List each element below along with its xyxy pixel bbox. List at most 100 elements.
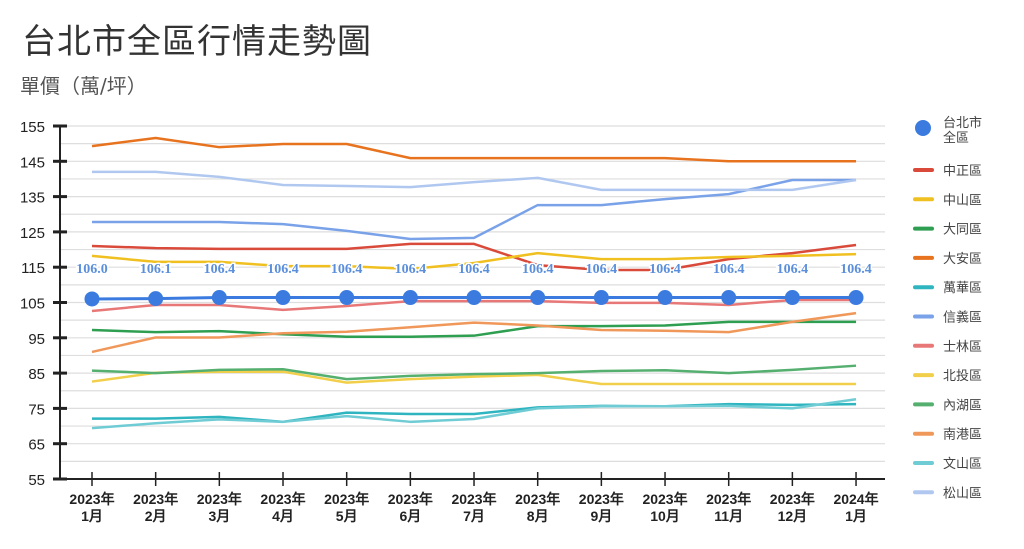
series-line-內湖區 [91, 364, 857, 381]
legend-item: 萬華區 [913, 281, 982, 296]
x-tick-label: 7月 [463, 508, 485, 524]
legend-item: 內湖區 [913, 398, 982, 413]
legend-label: 大同區 [943, 223, 982, 238]
data-point [339, 290, 355, 306]
data-label: 106.4 [713, 262, 745, 277]
legend-label: 內湖區 [943, 398, 982, 413]
y-tick-label: 55 [28, 472, 45, 489]
y-tick-label: 125 [20, 225, 45, 242]
legend-label: 信義區 [943, 310, 982, 326]
x-tick-label: 2023年 [388, 491, 433, 507]
data-label: 106.4 [586, 262, 618, 277]
data-label: 106.0 [76, 262, 108, 277]
y-tick-label: 105 [20, 296, 45, 313]
legend-item: 台北市全區 [915, 115, 982, 146]
x-tick-label: 3月 [208, 508, 230, 524]
y-tick-label: 135 [20, 190, 45, 207]
legend-label: 松山區 [943, 486, 982, 501]
data-point [211, 290, 227, 306]
legend-item: 松山區 [913, 486, 982, 501]
data-point [848, 290, 864, 306]
y-tick-label: 115 [21, 260, 45, 277]
x-tick-label: 2023年 [324, 491, 369, 507]
x-tick-label: 2023年 [260, 491, 305, 507]
x-tick-label: 8月 [527, 508, 549, 524]
data-point [275, 290, 291, 306]
data-point [148, 291, 164, 307]
x-tick-label: 1月 [81, 508, 103, 524]
data-label: 106.4 [649, 262, 681, 277]
data-point [784, 290, 800, 306]
legend-label: 士林區 [943, 340, 982, 355]
data-label: 106.4 [522, 262, 554, 277]
legend-item: 大同區 [913, 223, 982, 238]
series-line-萬華區 [92, 402, 857, 424]
data-point [593, 290, 609, 306]
legend-label: 大安區 [943, 252, 982, 267]
legend-label: 北投區 [943, 368, 982, 384]
x-tick-label: 2023年 [451, 491, 496, 507]
legend-label: 南港區 [943, 427, 982, 443]
legend-item: 中山區 [913, 193, 982, 208]
data-point [657, 290, 673, 306]
data-label: 106.4 [267, 262, 299, 277]
legend-item: 士林區 [913, 340, 982, 355]
legend-label: 文山區 [943, 457, 982, 472]
x-tick-label: 2023年 [133, 491, 178, 507]
x-tick-label: 2023年 [642, 491, 687, 507]
legend-item: 大安區 [913, 252, 982, 267]
x-tick-label: 1月 [845, 508, 867, 524]
x-tick-label: 2023年 [69, 491, 114, 507]
x-tick-label: 2023年 [706, 491, 751, 507]
series-line-松山區 [92, 170, 857, 192]
y-tick-label: 145 [20, 154, 45, 171]
series-line-中山區 [91, 251, 857, 271]
series-line-大安區 [91, 136, 857, 163]
data-label: 106.4 [458, 262, 490, 277]
series-line-大同區 [91, 320, 857, 338]
chart-title: 台北市全區行情走勢圖 [22, 22, 372, 62]
legend-label: 中山區 [943, 193, 982, 208]
y-axis-label: 單價（萬/坪） [20, 74, 147, 98]
legend-label: 中正區 [943, 164, 982, 179]
y-tick-label: 65 [28, 437, 45, 454]
x-tick-label: 11月 [714, 508, 743, 524]
data-point [721, 290, 737, 306]
series-line-信義區 [92, 178, 857, 241]
series-line-文山區 [91, 397, 857, 430]
data-point [466, 290, 482, 306]
x-tick-label: 12月 [778, 508, 808, 524]
data-point [530, 290, 546, 306]
data-label: 106.4 [840, 262, 872, 277]
y-tick-label: 85 [28, 366, 45, 383]
data-label: 106.4 [395, 262, 427, 277]
data-point [402, 290, 418, 306]
legend-item: 中正區 [913, 164, 982, 179]
series-line-中正區 [91, 242, 857, 272]
data-label: 106.4 [331, 262, 363, 277]
x-tick-label: 2023年 [579, 491, 624, 507]
x-tick-label: 2023年 [197, 491, 242, 507]
legend-label: 萬華區 [943, 281, 982, 296]
data-label: 106.1 [140, 262, 172, 277]
legend-item: 信義區 [913, 310, 982, 326]
data-label: 106.4 [204, 262, 236, 277]
y-tick-label: 75 [28, 401, 45, 418]
legend-label: 台北市 [943, 115, 982, 131]
y-tick-label: 95 [28, 331, 45, 348]
data-label: 106.4 [777, 262, 809, 277]
series-line-南港區 [91, 311, 857, 354]
x-tick-label: 2023年 [515, 491, 560, 507]
x-tick-label: 2023年 [770, 491, 815, 507]
x-tick-label: 10月 [650, 508, 680, 524]
legend-marker-circle [915, 120, 931, 136]
legend-item: 北投區 [913, 368, 982, 384]
x-tick-label: 2024年 [833, 491, 878, 507]
x-tick-label: 9月 [590, 508, 612, 524]
x-tick-label: 5月 [336, 508, 358, 524]
legend-item: 南港區 [913, 427, 982, 443]
x-tick-label: 4月 [272, 508, 294, 524]
series-line-北投區 [91, 370, 857, 386]
x-tick-label: 2月 [145, 508, 167, 524]
